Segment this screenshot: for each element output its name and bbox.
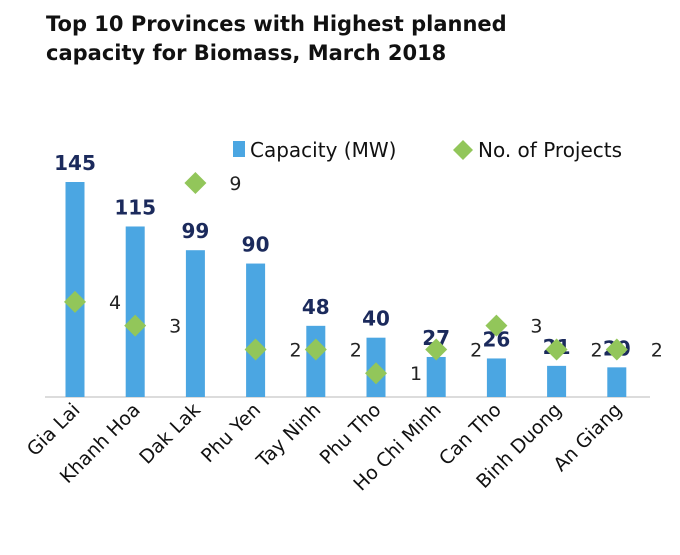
project-value-label: 4: [109, 292, 121, 314]
project-marker: [425, 338, 448, 361]
project-marker: [545, 338, 568, 361]
bar: [246, 263, 266, 397]
project-marker: [244, 338, 267, 361]
project-value-label: 1: [410, 363, 422, 385]
legend-diamond-swatch: [453, 140, 473, 160]
x-tick-label: Dak Lak: [135, 399, 205, 469]
project-value-label: 2: [470, 339, 482, 361]
bar-value-label: 48: [302, 295, 330, 319]
project-value-label: 2: [350, 339, 362, 361]
chart-title-line-2: capacity for Biomass, March 2018: [46, 41, 447, 65]
x-tick-label: Gia Lai: [23, 399, 85, 461]
project-marker: [304, 338, 327, 361]
project-marker: [485, 314, 508, 337]
bar-value-label: 99: [181, 219, 209, 243]
bar: [607, 367, 627, 397]
legend-label-projects: No. of Projects: [478, 138, 622, 162]
bar: [185, 250, 205, 397]
project-marker: [64, 290, 86, 313]
bar: [306, 325, 326, 397]
project-value-label: 2: [651, 339, 663, 361]
chart-title-line-1: Top 10 Provinces with Highest planned: [46, 12, 507, 36]
project-marker: [365, 362, 387, 385]
bar: [426, 356, 446, 397]
bar-value-label: 40: [362, 307, 390, 331]
project-value-label: 3: [530, 316, 542, 338]
bar-value-label: 90: [242, 233, 270, 257]
legend-label-capacity: Capacity (MW): [250, 138, 396, 162]
bar: [65, 182, 85, 397]
bar-value-label: 115: [114, 195, 156, 219]
project-value-label: 2: [591, 339, 603, 361]
chart-title: Top 10 Provinces with Highest planned ca…: [46, 10, 507, 68]
project-value-label: 9: [229, 173, 241, 195]
bar-value-label: 145: [54, 151, 96, 175]
bar: [486, 358, 506, 397]
legend-bar-swatch: [233, 141, 245, 157]
project-marker: [605, 338, 628, 361]
bar: [547, 365, 567, 397]
project-value-label: 3: [169, 316, 181, 338]
project-marker: [184, 172, 207, 194]
x-tick-label: Tay Ninh: [252, 399, 326, 473]
project-marker: [124, 314, 147, 337]
bar: [125, 226, 145, 397]
project-value-label: 2: [290, 339, 302, 361]
